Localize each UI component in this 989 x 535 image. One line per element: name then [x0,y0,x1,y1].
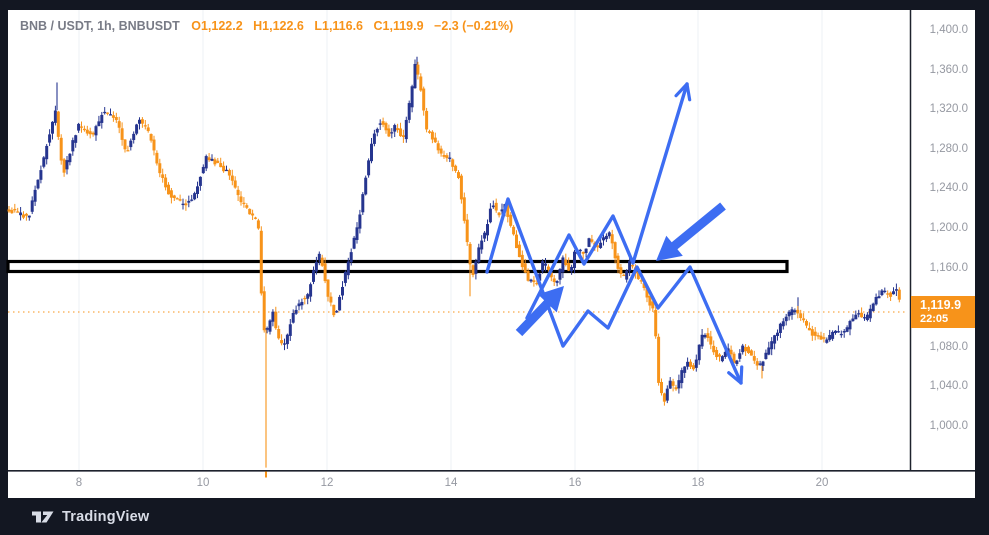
time-axis-label: 14 [444,477,458,489]
price-axis-label: 1,360.0 [929,63,968,76]
price-axis-label: 1,280.0 [929,142,968,155]
price-axis-label: 1,160.0 [929,261,968,274]
ohlc-high: H1,122.6 [253,19,304,33]
chart-surface[interactable] [8,10,975,498]
time-axis-label: 12 [320,477,334,489]
price-axis-label: 1,200.0 [929,222,968,234]
time-axis-label: 10 [196,477,210,489]
price-axis-label: 1,040.0 [929,380,968,393]
price-axis-label: 1,080.0 [929,340,968,353]
bottom-bar: TradingView [0,498,989,535]
tradingview-logo[interactable]: TradingView [31,509,149,525]
ohlc-close: C1,119.9 [373,19,424,33]
current-price-badge: 1,119.9 22:05 [911,296,975,328]
time-axis-label: 20 [815,477,829,489]
ohlc-open: O1,122.2 [191,19,243,33]
price-axis-label: 1,240.0 [929,182,968,195]
time-axis[interactable]: 8 10 12 14 16 18 20 [8,471,910,498]
current-price-value: 1,119.9 [920,298,962,312]
price-axis-label: 1,400.0 [929,24,968,36]
price-axis-label: 1,000.0 [929,420,968,432]
tradingview-logo-text: TradingView [62,508,150,525]
time-axis-label: 16 [568,477,582,489]
chart-legend[interactable]: BNB / USDT, 1h, BNBUSDT O1,122.2 H1,122.… [20,19,520,33]
current-price-countdown: 22:05 [920,313,949,325]
ohlc-change: −2.3 (−0.21%) [434,19,514,33]
tradingview-logo-icon [32,511,54,522]
time-axis-label: 8 [75,477,83,489]
time-axis-label: 18 [691,477,705,489]
price-axis[interactable]: 1,400.0 1,360.0 1,320.0 1,280.0 1,240.0 1,200… [911,10,975,471]
symbol-title[interactable]: BNB / USDT, 1h, BNBUSDT [20,19,180,33]
ohlc-low: L1,116.6 [314,19,364,33]
price-axis-label: 1,320.0 [929,103,968,116]
